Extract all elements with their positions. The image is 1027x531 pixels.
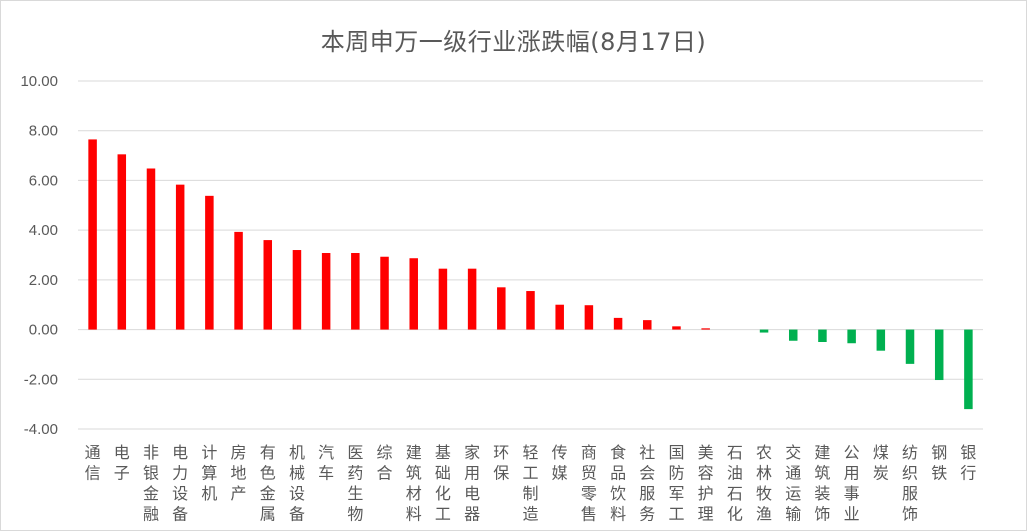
bar-计算机 <box>205 195 214 330</box>
x-category-label: 综合 <box>377 443 393 483</box>
x-category-label: 环保 <box>493 443 509 483</box>
bar-环保 <box>497 287 506 330</box>
bar-农林牧渔 <box>759 329 769 333</box>
bar-传媒 <box>555 304 564 330</box>
bar-国防军工 <box>672 326 681 330</box>
x-category-label: 电子 <box>114 443 130 483</box>
x-category-label: 钢铁 <box>931 443 947 483</box>
x-category-label: 医药生物 <box>347 443 363 524</box>
bar-交通运输 <box>788 329 798 341</box>
x-axis-labels: 通信电子非银金融电力设备计算机房地产有色金属机械设备汽车医药生物综合建筑材料基础… <box>85 443 977 524</box>
x-category-label: 机械设备 <box>289 443 305 524</box>
x-category-label: 建筑装饰 <box>814 443 830 524</box>
x-category-label: 石油石化 <box>727 443 743 524</box>
y-tick-label: 8.00 <box>29 123 58 140</box>
x-category-label: 汽车 <box>318 443 334 483</box>
x-category-label: 有色金属 <box>260 443 276 524</box>
x-category-label: 基础化工 <box>435 443 451 524</box>
y-tick-label: 10.00 <box>20 73 58 90</box>
bar-社会服务 <box>643 320 652 330</box>
x-category-label: 国防军工 <box>668 443 684 524</box>
y-tick-label: 2.00 <box>29 272 58 289</box>
x-category-label: 房地产 <box>231 443 247 503</box>
y-tick-label: -2.00 <box>24 371 58 388</box>
bar-商贸零售 <box>584 305 594 330</box>
bar-综合 <box>380 256 389 330</box>
y-axis-ticks: 10.00 8.00 6.00 4.00 2.00 0.00 -2.00 -4.00 <box>20 73 58 438</box>
x-category-label: 非银金融 <box>143 443 159 524</box>
chart-title: 本周申万一级行业涨跌幅(8月17日) <box>320 28 707 56</box>
bar-食品饮料 <box>613 317 623 330</box>
x-category-label: 传媒 <box>552 443 568 483</box>
bar-家用电器 <box>467 268 477 330</box>
x-category-label: 商贸零售 <box>581 443 597 524</box>
bar-轻工制造 <box>526 291 535 330</box>
bar-医药生物 <box>351 253 360 330</box>
x-category-label: 食品饮料 <box>610 443 626 524</box>
y-tick-label: 6.00 <box>29 172 58 189</box>
y-tick-label: 4.00 <box>29 222 58 239</box>
x-category-label: 轻工制造 <box>522 443 538 524</box>
bar-建筑材料 <box>409 258 418 330</box>
bar-基础化工 <box>438 268 448 330</box>
bar-煤炭 <box>876 329 886 351</box>
x-category-label: 计算机 <box>201 443 217 503</box>
bar-有色金属 <box>263 240 273 330</box>
bar-通信 <box>88 139 97 330</box>
bar-银行 <box>964 329 973 410</box>
bar-汽车 <box>321 253 331 330</box>
bar-非银金融 <box>146 168 156 330</box>
x-category-label: 交通运输 <box>785 443 801 524</box>
bar-美容护理 <box>701 328 710 330</box>
bars <box>88 139 973 410</box>
x-category-label: 建筑材料 <box>406 443 422 524</box>
x-category-label: 通信 <box>85 443 101 483</box>
bar-钢铁 <box>934 329 944 381</box>
bar-建筑装饰 <box>818 329 827 342</box>
bar-纺织服饰 <box>905 329 915 364</box>
x-category-label: 社会服务 <box>639 443 655 524</box>
bar-机械设备 <box>292 250 302 330</box>
x-category-label: 美容护理 <box>698 443 714 524</box>
x-category-label: 电力设备 <box>172 443 188 524</box>
grid-lines <box>78 80 983 430</box>
bar-电子 <box>117 154 127 330</box>
x-category-label: 纺织服饰 <box>902 443 918 524</box>
x-category-label: 煤炭 <box>873 443 889 483</box>
bar-公用事业 <box>847 329 856 344</box>
y-tick-label: -4.00 <box>24 421 58 438</box>
x-category-label: 家用电器 <box>464 443 480 524</box>
x-category-label: 农林牧渔 <box>756 443 772 524</box>
bar-电力设备 <box>175 184 185 330</box>
bar-房地产 <box>234 231 243 330</box>
x-category-label: 公用事业 <box>844 443 860 524</box>
y-tick-label: 0.00 <box>29 322 58 339</box>
x-category-label: 银行 <box>960 443 976 483</box>
